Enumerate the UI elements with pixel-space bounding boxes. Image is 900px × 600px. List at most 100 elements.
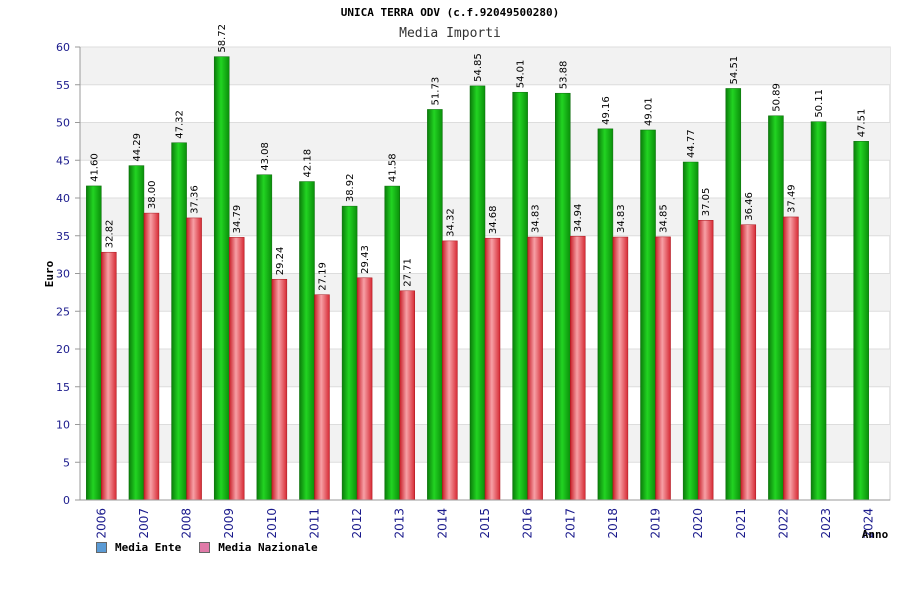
bar-media-nazionale bbox=[697, 220, 714, 501]
value-label: 41.58 bbox=[388, 153, 399, 182]
value-label: 34.94 bbox=[573, 204, 584, 233]
x-tick-label: 2006 bbox=[94, 508, 108, 539]
x-tick-label: 2011 bbox=[307, 508, 321, 539]
bar-media-nazionale bbox=[442, 240, 458, 501]
bar-media-ente bbox=[128, 165, 145, 501]
value-label: 38.00 bbox=[147, 180, 158, 209]
value-label: 27.71 bbox=[403, 258, 414, 287]
bar-media-nazionale bbox=[527, 236, 543, 501]
bar-media-ente bbox=[853, 141, 869, 501]
bar-media-ente bbox=[171, 142, 187, 501]
value-label: 32.82 bbox=[104, 220, 115, 249]
x-tick-label: 2013 bbox=[393, 508, 407, 539]
y-tick-label: 15 bbox=[56, 381, 70, 394]
x-tick-label: 2020 bbox=[691, 508, 705, 539]
value-label: 34.85 bbox=[659, 204, 670, 233]
value-label: 54.51 bbox=[729, 56, 740, 85]
bar-media-ente bbox=[810, 121, 827, 501]
x-tick-label: 2008 bbox=[180, 508, 194, 539]
x-tick-label: 2016 bbox=[521, 508, 535, 539]
value-label: 38.92 bbox=[345, 174, 356, 203]
y-tick-label: 55 bbox=[56, 79, 70, 92]
value-label: 44.77 bbox=[686, 129, 697, 158]
value-label: 34.79 bbox=[232, 205, 243, 234]
bar-media-nazionale bbox=[655, 236, 671, 501]
value-label: 27.19 bbox=[317, 262, 328, 291]
x-axis-label: Anno bbox=[862, 528, 889, 541]
legend-item-ente: Media Ente bbox=[96, 541, 181, 554]
value-label: 50.89 bbox=[771, 83, 782, 112]
bar-media-ente bbox=[384, 185, 400, 501]
bar-media-nazionale bbox=[314, 294, 330, 501]
value-label: 41.60 bbox=[89, 153, 100, 182]
grid-band bbox=[80, 47, 890, 85]
legend-swatch-ente bbox=[96, 542, 107, 553]
value-label: 54.85 bbox=[473, 53, 484, 82]
x-tick-label: 2021 bbox=[734, 508, 748, 539]
x-tick-label: 2022 bbox=[776, 508, 790, 539]
y-tick-label: 45 bbox=[56, 154, 70, 167]
bar-media-ente bbox=[86, 185, 102, 501]
y-axis-label: Euro bbox=[43, 260, 56, 287]
bar-media-ente bbox=[341, 205, 358, 501]
y-tick-label: 20 bbox=[56, 343, 70, 356]
y-tick-label: 10 bbox=[56, 419, 70, 432]
value-label: 29.43 bbox=[360, 245, 371, 274]
value-label: 34.83 bbox=[531, 204, 542, 233]
bar-media-nazionale bbox=[228, 237, 245, 501]
x-tick-label: 2015 bbox=[478, 508, 492, 539]
chart-title: UNICA TERRA ODV (c.f.92049500280) bbox=[341, 6, 560, 19]
value-label: 58.72 bbox=[217, 24, 228, 53]
bar-media-ente bbox=[213, 56, 230, 501]
bar-media-ente bbox=[597, 128, 614, 501]
value-label: 34.68 bbox=[488, 206, 499, 235]
value-label: 49.01 bbox=[644, 97, 655, 126]
y-tick-label: 0 bbox=[63, 494, 70, 507]
value-label: 47.51 bbox=[857, 109, 868, 138]
x-tick-label: 2012 bbox=[350, 508, 364, 539]
value-label: 37.49 bbox=[786, 184, 797, 213]
y-tick-label: 25 bbox=[56, 305, 70, 318]
value-label: 34.32 bbox=[445, 208, 456, 237]
x-tick-label: 2009 bbox=[222, 508, 236, 539]
value-label: 29.24 bbox=[275, 247, 286, 276]
x-tick-label: 2023 bbox=[819, 508, 833, 539]
value-label: 49.16 bbox=[601, 96, 612, 125]
bar-media-nazionale bbox=[612, 236, 629, 501]
value-label: 42.18 bbox=[302, 149, 313, 178]
bar-media-nazionale bbox=[399, 290, 415, 501]
value-label: 37.36 bbox=[190, 185, 201, 214]
chart-subtitle: Media Importi bbox=[399, 26, 501, 41]
x-tick-label: 2014 bbox=[435, 508, 449, 539]
y-tick-label: 35 bbox=[56, 230, 70, 243]
value-labels: 41.60 32.82 44.29 38.00 47.32 37.36 58.72 34.79… bbox=[89, 24, 867, 291]
bar-media-nazionale bbox=[570, 235, 586, 501]
legend-label-ente: Media Ente bbox=[115, 541, 182, 554]
legend-label-nazionale: Media Nazionale bbox=[218, 541, 318, 554]
bar-media-nazionale bbox=[186, 217, 202, 501]
value-label: 51.73 bbox=[430, 77, 441, 106]
x-tick-label: 2007 bbox=[137, 508, 151, 539]
value-label: 37.05 bbox=[701, 188, 712, 217]
bar-media-nazionale bbox=[101, 251, 117, 501]
value-label: 34.83 bbox=[616, 204, 627, 233]
legend: Media Ente Media Nazionale bbox=[96, 541, 318, 554]
value-label: 47.32 bbox=[175, 110, 186, 139]
y-tick-label: 30 bbox=[56, 268, 70, 281]
bar-media-nazionale bbox=[740, 224, 757, 501]
y-tick-label: 50 bbox=[56, 117, 70, 130]
bar-media-ente bbox=[299, 181, 315, 501]
bar-media-ente bbox=[256, 174, 273, 501]
bar-media-nazionale bbox=[143, 212, 160, 501]
y-tick-label: 40 bbox=[56, 192, 70, 205]
legend-item-nazionale: Media Nazionale bbox=[199, 541, 318, 554]
x-tick-label: 2024 bbox=[862, 508, 876, 539]
value-label: 43.08 bbox=[260, 142, 271, 171]
x-tick-label: 2018 bbox=[606, 508, 620, 539]
bars-group bbox=[86, 56, 869, 501]
value-label: 54.01 bbox=[516, 60, 527, 89]
bar-media-ente bbox=[555, 92, 571, 501]
bar-media-ente bbox=[725, 88, 742, 501]
axes: 0 5 10 15 20 25 30 35 40 45 50 55 60 2006 2007 2008 2009… bbox=[56, 41, 890, 539]
